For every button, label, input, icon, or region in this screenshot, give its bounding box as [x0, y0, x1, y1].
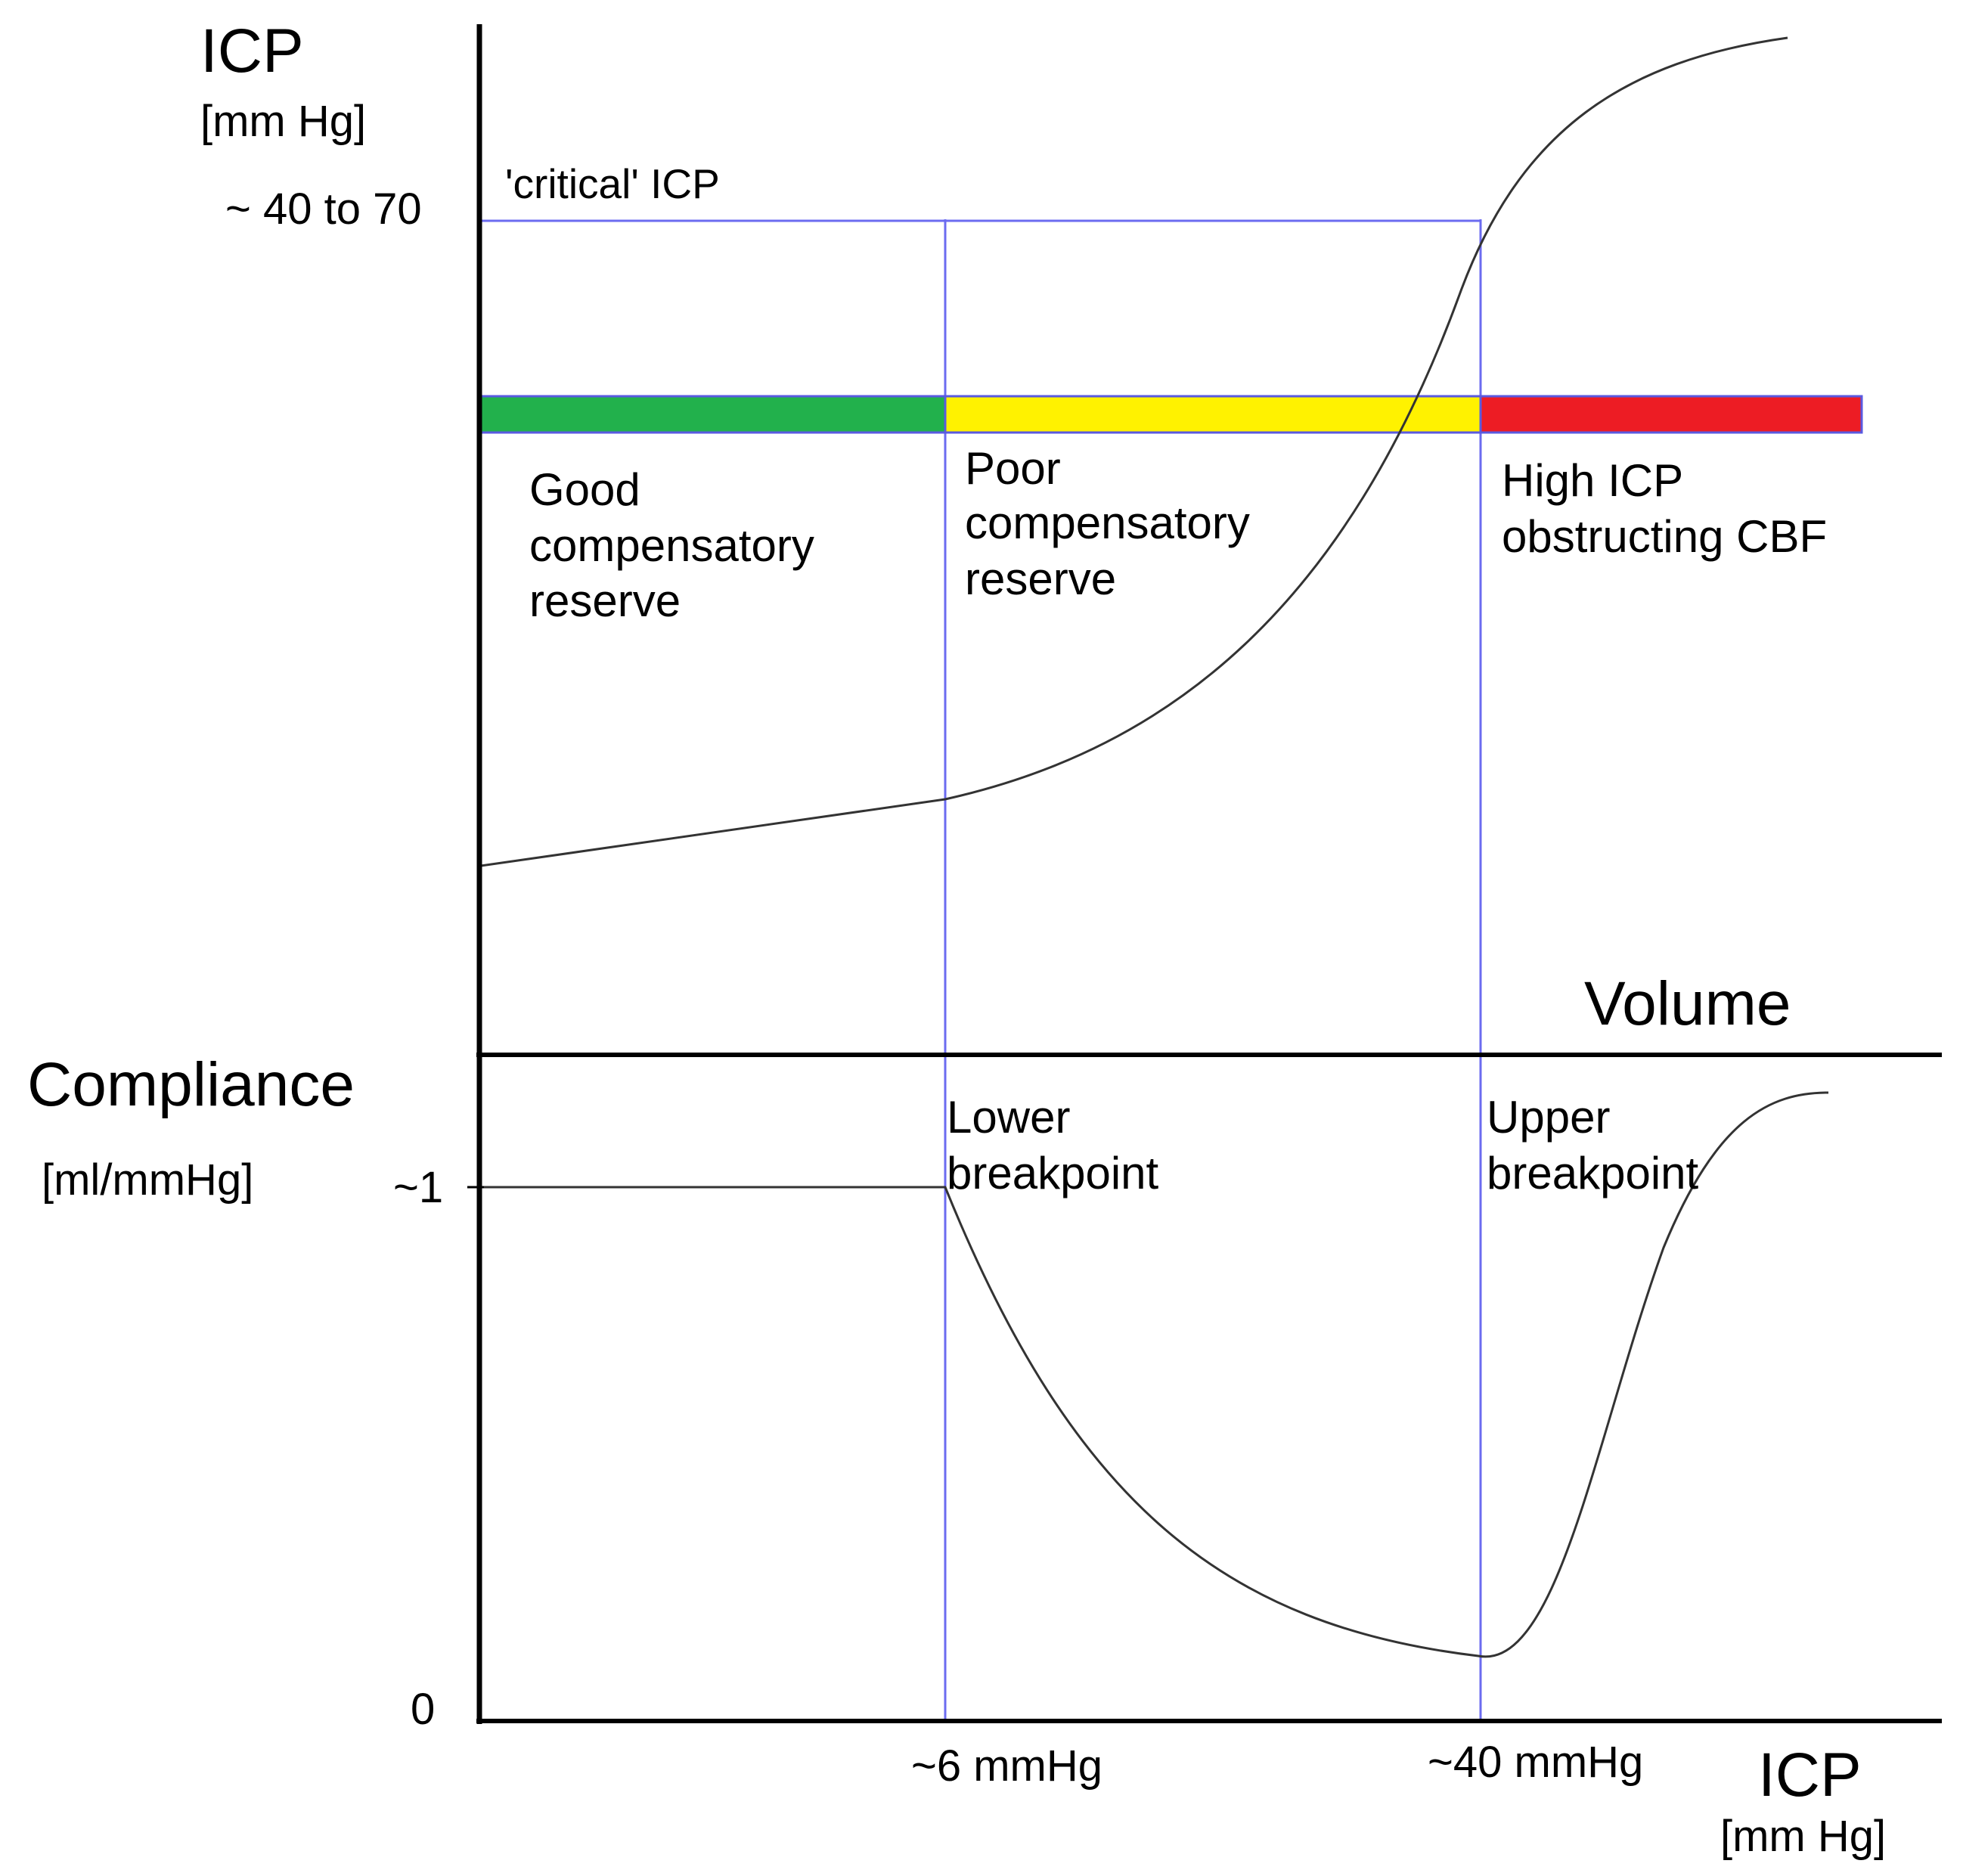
- compliance-tick-high: ~1: [393, 1163, 443, 1212]
- compliance-axis-title: Compliance: [27, 1050, 355, 1119]
- icp-axis-title: ICP: [1758, 1741, 1862, 1809]
- critical-icp-value: ~ 40 to 70: [225, 184, 422, 234]
- zone-label-high: High ICP obstructing CBF: [1502, 455, 1827, 562]
- pressure-volume-curve: [480, 36, 1788, 867]
- zone-bar-high: [1479, 395, 1863, 434]
- icp-axis-unit: [mm Hg]: [1720, 1812, 1886, 1861]
- icp-tick-upper: ~40 mmHg: [1428, 1738, 1643, 1787]
- compliance-curve: [481, 1091, 1829, 1658]
- zone-bar-poor: [944, 395, 1482, 434]
- icp-tick-lower: ~6 mmHg: [911, 1741, 1102, 1791]
- zone-label-good: Good compensatory reserve: [529, 464, 827, 626]
- top-y-axis-title: ICP: [200, 17, 304, 85]
- volume-axis-title: Volume: [1584, 969, 1791, 1038]
- critical-icp-label: 'critical' ICP: [505, 160, 720, 207]
- lower-breakpoint-label: Lower breakpoint: [947, 1092, 1159, 1198]
- upper-breakpoint-label: Upper breakpoint: [1487, 1092, 1699, 1198]
- top-y-axis-unit: [mm Hg]: [200, 97, 366, 146]
- compliance-tick-zero: 0: [411, 1685, 435, 1734]
- zone-label-poor: Poor compensatory reserve: [965, 443, 1263, 604]
- zone-bar-good: [479, 395, 947, 434]
- compliance-axis-unit: [ml/mmHg]: [42, 1155, 253, 1205]
